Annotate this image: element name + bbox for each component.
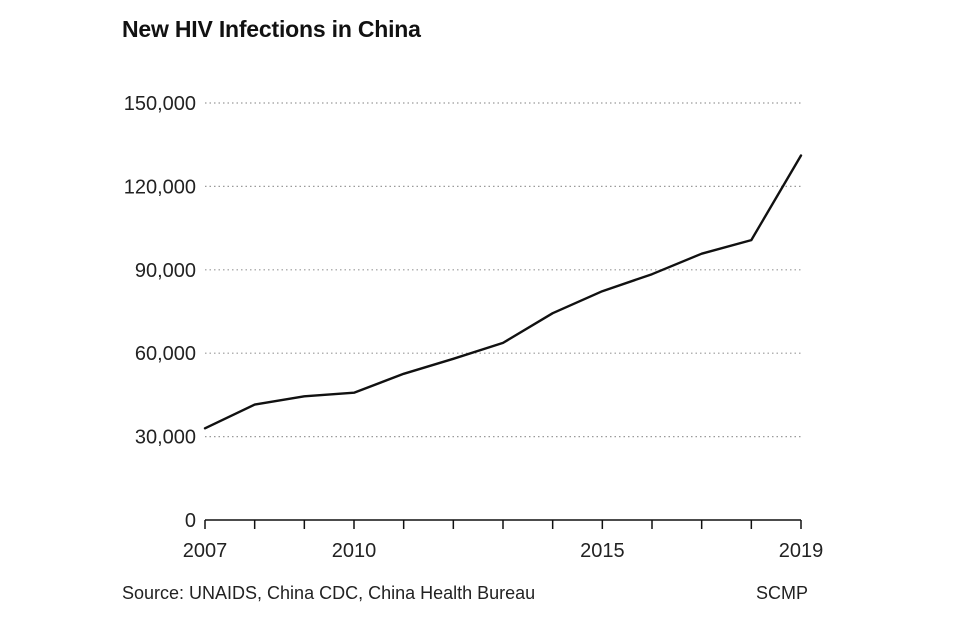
chart-title: New HIV Infections in China (122, 16, 421, 42)
y-axis-tick-labels: 0 30,000 60,000 90,000 120,000 150,000 (124, 93, 196, 532)
gridlines (205, 102, 801, 438)
y-tick-label: 60,000 (135, 343, 196, 365)
credit-label: SCMP (755, 583, 808, 603)
x-tick-label: 2019 (779, 540, 824, 562)
y-tick-label: 120,000 (124, 176, 196, 198)
series-line (203, 154, 803, 430)
x-tick-label: 2010 (332, 540, 377, 562)
y-tick-label: 150,000 (124, 93, 196, 115)
x-tick-label: 2007 (183, 540, 228, 562)
x-axis: 2007 2010 2015 2019 (183, 519, 824, 562)
y-tick-label: 0 (185, 510, 196, 532)
y-tick-label: 90,000 (135, 260, 196, 282)
x-tick-label: 2015 (580, 540, 625, 562)
source-note: Source: UNAIDS, China CDC, China Health … (122, 583, 536, 603)
series-layer (203, 154, 803, 430)
y-tick-label: 30,000 (135, 427, 196, 449)
